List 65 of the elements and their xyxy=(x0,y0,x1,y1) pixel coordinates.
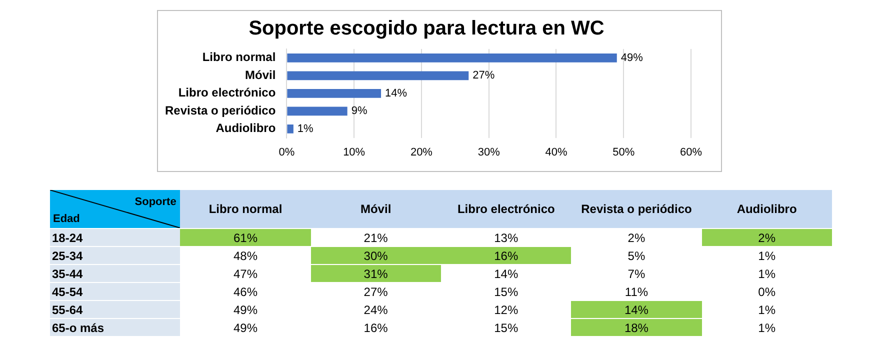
data-label: 2% xyxy=(702,228,832,246)
data-label: 30% xyxy=(310,246,441,264)
data-label: 16% xyxy=(440,246,572,264)
data-label: 14% xyxy=(385,87,408,100)
data-label: 1% xyxy=(297,122,314,135)
data-label: 27% xyxy=(310,282,441,300)
data-label: 1% xyxy=(702,264,832,282)
bar xyxy=(287,53,617,62)
data-label: 61% xyxy=(180,228,311,246)
data-label: 11% xyxy=(571,282,702,300)
x-tick-label: 40% xyxy=(545,146,568,158)
x-tick-label: 10% xyxy=(343,146,366,158)
y-tick-label: Revista o periódico xyxy=(164,103,276,118)
data-label: 1% xyxy=(702,246,832,264)
x-tick-label: Audiolibro xyxy=(702,190,832,228)
x-tick-label: 60% xyxy=(680,146,702,158)
data-label: 24% xyxy=(310,300,441,318)
data-label: 7% xyxy=(571,264,702,282)
data-label: 49% xyxy=(180,318,311,336)
data-label: 13% xyxy=(440,228,572,246)
data-label: 1% xyxy=(702,318,832,336)
data-label: 0% xyxy=(702,282,832,300)
data-label: 14% xyxy=(571,300,702,318)
x-tick-label: Revista o periódico xyxy=(571,190,702,228)
bar xyxy=(287,124,294,134)
x-tick-label: 50% xyxy=(612,146,635,158)
data-label: 14% xyxy=(440,264,572,282)
data-label: 5% xyxy=(571,246,702,264)
bar xyxy=(287,88,382,98)
data-label: 15% xyxy=(440,318,572,336)
data-label: 16% xyxy=(310,318,441,336)
x-axis-title: Soporte xyxy=(134,196,176,208)
y-axis-title: Edad xyxy=(53,213,80,225)
x-tick-label: Móvil xyxy=(310,190,441,228)
y-tick-label: Libro normal xyxy=(202,50,276,64)
data-label: 49% xyxy=(620,52,644,64)
x-tick-label: Libro electrónico xyxy=(440,190,572,228)
data-label: 15% xyxy=(440,282,572,300)
data-label: 9% xyxy=(351,105,368,118)
data-label: 27% xyxy=(472,70,495,82)
data-label: 18% xyxy=(571,318,702,336)
data-label: 47% xyxy=(180,264,311,282)
y-tick-label: 45-54 xyxy=(50,282,180,300)
bar xyxy=(287,106,348,116)
data-label: 2% xyxy=(571,228,702,246)
data-label: 49% xyxy=(180,300,311,318)
data-label: 31% xyxy=(310,264,441,282)
data-label: 46% xyxy=(180,282,311,300)
y-tick-label: 35-44 xyxy=(50,264,180,282)
data-label: 1% xyxy=(702,300,832,318)
data-label: 12% xyxy=(440,300,572,318)
x-tick-label: 20% xyxy=(410,146,433,158)
y-tick-label: Móvil xyxy=(245,68,276,82)
data-label: 21% xyxy=(310,228,441,246)
y-tick-label: 18-24 xyxy=(50,228,180,246)
x-tick-label: 0% xyxy=(278,146,295,158)
bar xyxy=(287,71,469,80)
x-tick-label: 30% xyxy=(478,146,500,158)
y-tick-label: Libro electrónico xyxy=(178,86,276,100)
data-label: 48% xyxy=(180,246,311,264)
y-tick-label: Audiolibro xyxy=(216,121,276,136)
y-tick-label: 65-o más xyxy=(50,318,180,336)
y-tick-label: 25-34 xyxy=(50,246,180,264)
y-tick-label: 55-64 xyxy=(50,300,180,318)
chart-title: Soporte escogido para lectura en WC xyxy=(248,18,604,40)
